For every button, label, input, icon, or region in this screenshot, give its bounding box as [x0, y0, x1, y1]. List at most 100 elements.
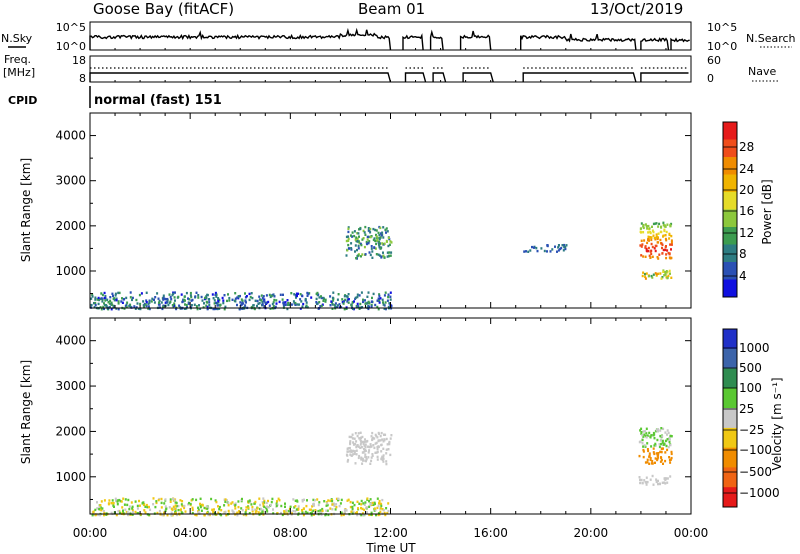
range-cell — [269, 503, 272, 507]
range-cell — [645, 432, 648, 435]
y-tick-label: 1000 — [55, 470, 86, 484]
range-cell — [230, 502, 233, 505]
range-cell — [314, 509, 317, 512]
range-cell — [647, 224, 650, 228]
range-cell — [208, 513, 211, 517]
range-cell — [303, 498, 305, 501]
range-cell — [378, 242, 381, 245]
range-cell — [370, 305, 373, 308]
range-cell — [649, 478, 652, 481]
range-cell — [163, 502, 166, 505]
range-cell — [166, 514, 169, 517]
range-cell — [263, 505, 266, 509]
range-cell — [187, 302, 190, 305]
range-cell — [333, 504, 336, 508]
range-cell — [203, 506, 206, 510]
range-cell — [665, 230, 668, 234]
range-cell — [658, 443, 661, 446]
range-cell — [98, 507, 101, 511]
range-cell — [367, 456, 370, 459]
range-cell — [117, 308, 120, 311]
colorbar-swatch — [723, 122, 737, 140]
range-cell — [666, 448, 669, 452]
range-cell — [350, 435, 353, 439]
range-cell — [107, 502, 110, 505]
range-cell — [103, 302, 105, 305]
colorbar-swatch — [723, 192, 737, 210]
range-cell — [178, 304, 181, 307]
range-cell — [385, 231, 387, 234]
range-cell — [654, 444, 657, 447]
range-cell — [183, 295, 186, 298]
range-cell — [377, 308, 380, 311]
range-cell — [152, 503, 155, 506]
range-cell — [216, 307, 219, 311]
range-cell — [199, 504, 202, 507]
range-cell — [290, 292, 293, 295]
range-cell — [384, 301, 387, 304]
range-cell — [660, 442, 663, 446]
range-cell — [241, 497, 243, 501]
colorbar-tick-label: 28 — [739, 140, 754, 154]
range-cell — [222, 301, 225, 305]
range-cell — [286, 299, 289, 302]
range-cell — [376, 436, 379, 439]
range-cell — [319, 305, 322, 308]
range-cell — [103, 296, 106, 300]
range-cell — [277, 497, 280, 500]
range-cell — [388, 243, 391, 246]
range-cell — [172, 292, 175, 295]
range-cell — [357, 445, 360, 448]
range-cell — [197, 296, 200, 299]
range-cell — [197, 506, 200, 509]
nsearch-label: N.Search — [746, 32, 796, 45]
range-cell — [646, 442, 649, 445]
range-cell — [350, 304, 353, 307]
range-cell — [387, 295, 390, 299]
range-cell — [650, 462, 653, 465]
range-cell — [104, 295, 107, 298]
range-cell — [321, 509, 324, 513]
range-cell — [660, 459, 663, 462]
range-cell — [108, 302, 111, 305]
range-cell — [183, 298, 186, 302]
range-cell — [374, 502, 376, 506]
range-cell — [341, 298, 344, 301]
range-cell — [329, 304, 332, 307]
range-cell — [308, 508, 311, 511]
range-cell — [354, 511, 357, 515]
range-cell — [112, 294, 114, 298]
range-cell — [351, 505, 354, 509]
range-cell — [367, 227, 370, 230]
range-cell — [272, 508, 274, 511]
range-cell — [651, 255, 654, 258]
range-cell — [646, 480, 649, 484]
range-cell — [211, 508, 214, 511]
range-cell — [144, 511, 147, 514]
freq-tick-top: 18 — [72, 54, 86, 67]
range-cell — [642, 455, 645, 459]
range-cell — [190, 499, 193, 502]
range-cell — [363, 503, 366, 506]
range-cell — [657, 232, 660, 235]
range-cell — [351, 300, 354, 304]
range-cell — [205, 297, 208, 300]
range-cell — [376, 450, 379, 454]
range-cell — [347, 458, 350, 462]
range-cell — [383, 438, 386, 441]
range-cell — [131, 513, 134, 516]
range-cell — [379, 236, 382, 239]
range-cell — [215, 307, 218, 310]
range-cell — [369, 498, 372, 501]
range-cell — [653, 437, 656, 440]
range-cell — [158, 299, 161, 303]
range-cell — [158, 301, 160, 304]
range-cell — [657, 257, 660, 260]
nave-label: Nave — [748, 65, 776, 78]
range-cell — [372, 503, 375, 506]
range-cell — [249, 500, 252, 504]
range-cell — [125, 306, 128, 309]
range-cell — [357, 247, 360, 250]
range-cell — [122, 509, 124, 512]
